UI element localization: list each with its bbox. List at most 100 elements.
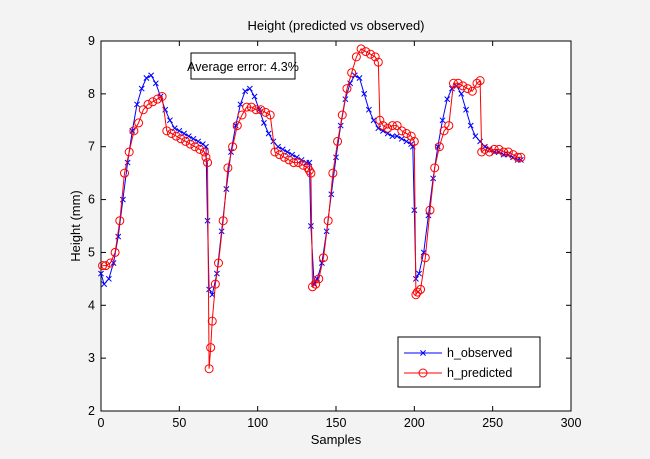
data-point [110,247,120,257]
y-tick-label: 4 [88,298,95,312]
data-point [499,147,509,157]
data-point [425,205,435,215]
data-point [185,139,195,149]
legend: h_observed h_predicted [397,336,541,388]
data-point [129,126,139,136]
data-point [434,142,444,152]
data-point [308,282,317,292]
data-point [237,110,247,120]
data-point [485,147,495,157]
data-point [480,144,490,154]
data-point [411,207,418,214]
data-point [472,133,479,140]
data-point [261,107,270,117]
x-tick-label: 50 [172,416,186,430]
data-point [503,147,513,157]
data-point [373,57,383,67]
legend-marker [418,368,428,378]
data-point [311,279,321,289]
data-point [298,160,308,170]
data-point [206,343,216,353]
data-point [167,129,176,138]
data-point [333,154,339,161]
data-point [166,117,173,124]
data-point [148,72,155,79]
data-point [318,253,328,263]
data-point [378,121,388,131]
data-point [265,130,272,137]
annotation-box: Average error: 4.3% [187,52,299,80]
legend-box [397,336,541,388]
data-point [124,147,134,157]
data-point [256,105,266,115]
data-point [265,110,275,120]
data-point [289,158,299,168]
data-point [356,75,363,81]
data-point [347,68,357,78]
data-point [361,90,368,97]
data-point [387,121,397,131]
data-point [214,258,223,268]
data-point [203,158,213,168]
data-point [314,274,324,284]
data-point [375,115,385,125]
data-point [304,166,314,175]
series-h-predicted [98,44,526,374]
data-point [98,261,108,271]
data-point [190,142,200,152]
data-point [389,133,396,140]
x-tick-label: 100 [247,416,268,430]
data-point [342,84,352,94]
data-point [494,144,504,154]
data-point [143,75,150,81]
data-point [472,78,482,88]
y-tick-label: 9 [88,34,95,48]
chart-title: Height (predicted vs observed) [247,18,424,33]
x-tick-label: 250 [482,416,503,430]
data-point [444,96,451,103]
axis-ticks: 0 50 100 150 200 250 300 2 3 4 5 6 7 8 9 [88,34,581,430]
x-tick-label: 300 [561,416,582,430]
data-point [206,286,213,293]
data-point [201,152,211,162]
data-point [242,102,252,112]
data-point [398,135,405,142]
x-tick-label: 150 [326,416,347,430]
data-point [246,85,253,92]
data-point [124,159,131,166]
data-point [508,150,518,160]
data-point [453,78,463,88]
data-point [412,287,422,297]
data-point [207,316,217,326]
data-point [181,136,191,146]
data-point [228,142,238,152]
data-point [513,152,523,162]
data-point [333,136,343,146]
data-point [251,93,258,100]
data-point [105,258,115,268]
data-point [275,150,285,160]
data-point [195,144,205,154]
data-point [444,121,454,131]
data-point [152,80,159,87]
data-point [101,281,108,288]
data-point [171,131,181,141]
data-point [439,117,446,124]
y-tick-label: 3 [88,351,95,365]
data-point [516,152,526,162]
data-point [204,364,214,374]
data-point [134,118,144,128]
data-point [242,88,249,95]
data-point [119,196,126,203]
data-point [148,97,158,107]
data-point [430,163,440,173]
data-point [500,151,507,158]
data-point [394,133,401,140]
data-point [98,270,104,277]
data-point [152,94,162,104]
data-point [218,216,228,226]
data-point [406,131,416,141]
data-point [237,101,244,108]
data-point [303,163,313,173]
